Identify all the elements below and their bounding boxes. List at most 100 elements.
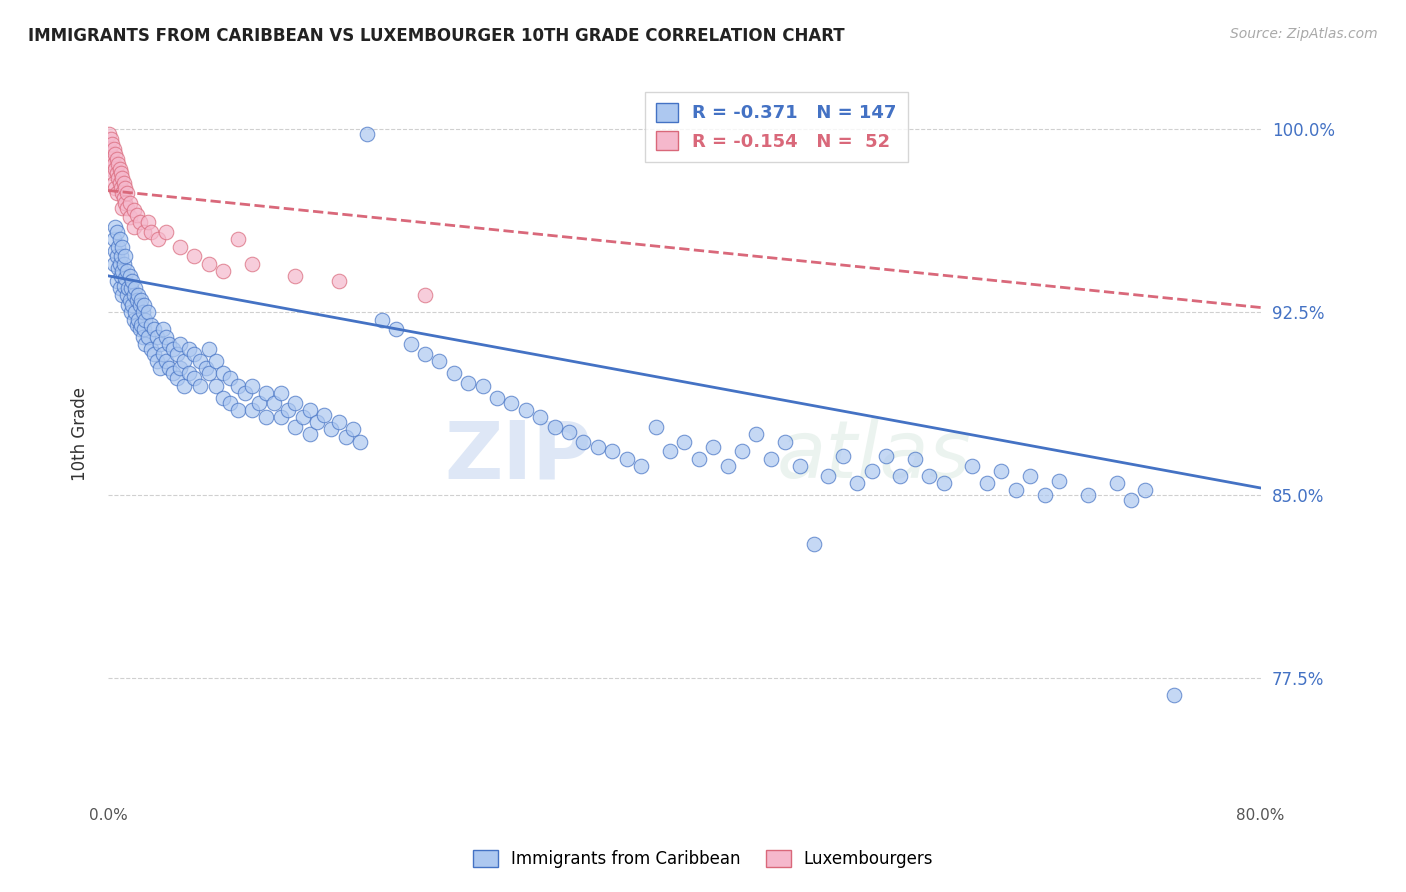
Point [194, 361, 217, 376]
Point [413, 347, 436, 361]
Point [129, 293, 152, 308]
Point [731, 444, 754, 458]
Point [198, 257, 221, 271]
Point [183, 371, 205, 385]
Text: Source: ZipAtlas.com: Source: ZipAtlas.com [1230, 27, 1378, 41]
Point [110, 268, 132, 283]
Point [166, 371, 188, 385]
Point [485, 391, 508, 405]
Point [918, 468, 941, 483]
Point [219, 371, 242, 385]
Legend: Immigrants from Caribbean, Luxembourgers: Immigrants from Caribbean, Luxembourgers [465, 843, 941, 875]
Point [342, 422, 364, 436]
Point [284, 395, 307, 409]
Point [105, 166, 128, 180]
Point [644, 420, 666, 434]
Point [138, 305, 160, 319]
Point [1105, 476, 1128, 491]
Point [121, 274, 143, 288]
Point [128, 215, 150, 229]
Point [572, 434, 595, 449]
Point [543, 420, 565, 434]
Point [111, 288, 134, 302]
Legend: R = -0.371   N = 147, R = -0.154   N =  52: R = -0.371 N = 147, R = -0.154 N = 52 [645, 92, 908, 161]
Point [226, 378, 249, 392]
Point [103, 176, 125, 190]
Point [183, 347, 205, 361]
Point [413, 288, 436, 302]
Point [155, 354, 177, 368]
Point [177, 367, 200, 381]
Point [118, 293, 141, 308]
Point [155, 330, 177, 344]
Point [121, 298, 143, 312]
Point [205, 378, 228, 392]
Point [104, 181, 127, 195]
Point [658, 444, 681, 458]
Point [162, 342, 184, 356]
Point [141, 225, 163, 239]
Y-axis label: 10th Grade: 10th Grade [72, 387, 89, 482]
Point [212, 391, 235, 405]
Point [111, 264, 134, 278]
Point [132, 298, 155, 312]
Point [600, 444, 623, 458]
Point [716, 458, 738, 473]
Point [104, 147, 127, 161]
Point [125, 318, 148, 332]
Point [256, 385, 278, 400]
Point [157, 337, 180, 351]
Point [298, 403, 321, 417]
Point [328, 415, 350, 429]
Point [111, 171, 134, 186]
Point [298, 427, 321, 442]
Point [103, 156, 125, 170]
Point [429, 354, 451, 368]
Point [558, 425, 581, 439]
Point [98, 142, 121, 156]
Point [100, 147, 122, 161]
Point [198, 342, 221, 356]
Point [143, 322, 166, 336]
Point [169, 361, 191, 376]
Point [112, 176, 135, 190]
Point [904, 451, 927, 466]
Point [155, 225, 177, 239]
Point [328, 274, 350, 288]
Point [188, 378, 211, 392]
Point [103, 232, 125, 246]
Point [98, 128, 121, 142]
Point [146, 330, 169, 344]
Point [118, 211, 141, 225]
Point [105, 186, 128, 200]
Point [112, 257, 135, 271]
Point [132, 322, 155, 336]
Point [105, 274, 128, 288]
Point [141, 342, 163, 356]
Point [1004, 483, 1026, 498]
Point [240, 403, 263, 417]
Point [846, 476, 869, 491]
Point [349, 434, 371, 449]
Point [125, 208, 148, 222]
Point [107, 239, 129, 253]
Point [143, 347, 166, 361]
Point [501, 395, 523, 409]
Point [305, 415, 328, 429]
Point [173, 378, 195, 392]
Point [173, 354, 195, 368]
Point [314, 408, 336, 422]
Point [803, 537, 825, 551]
Point [759, 451, 782, 466]
Point [131, 330, 153, 344]
Point [104, 244, 127, 259]
Point [117, 298, 139, 312]
Point [108, 161, 131, 176]
Point [115, 201, 138, 215]
Point [118, 268, 141, 283]
Point [321, 422, 343, 436]
Point [125, 293, 148, 308]
Point [169, 239, 191, 253]
Point [457, 376, 479, 391]
Point [976, 476, 998, 491]
